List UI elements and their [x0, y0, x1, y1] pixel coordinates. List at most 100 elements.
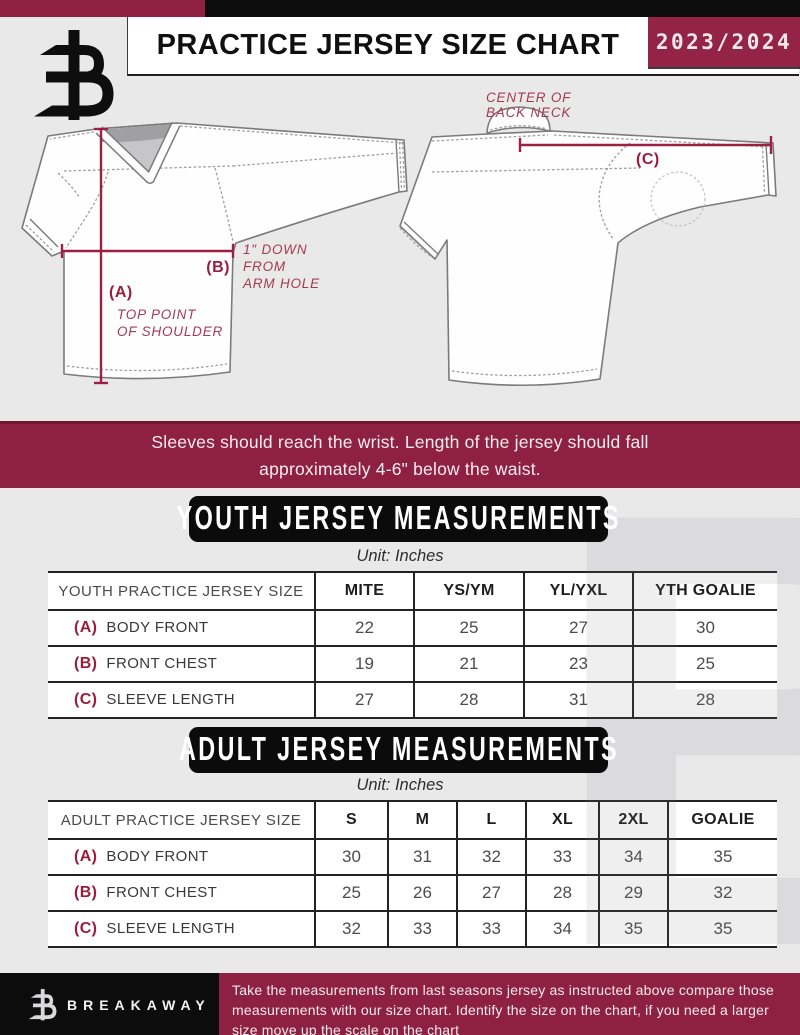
- table-cell: 31: [387, 838, 457, 875]
- table-cell: 25: [632, 645, 777, 682]
- column-header: 2XL: [598, 800, 668, 839]
- footer-note-block: Take the measurements from last seasons …: [219, 973, 800, 1035]
- measure-key: (C): [74, 691, 98, 708]
- table-cell: 25: [413, 609, 524, 646]
- table-header-row: YOUTH PRACTICE JERSEY SIZE MITE YS/YM YL…: [48, 571, 777, 610]
- table-cell: 26: [387, 874, 457, 911]
- youth-size-table: YOUTH PRACTICE JERSEY SIZE MITE YS/YM YL…: [48, 571, 777, 719]
- table-cell: 28: [525, 874, 599, 911]
- top-strip-black: [205, 0, 800, 17]
- table-cell: 35: [667, 910, 777, 948]
- front-b-label: (B): [206, 259, 230, 276]
- row-label: (C) SLEEVE LENGTH: [48, 681, 315, 719]
- youth-section-banner: YOUTH JERSEY MEASUREMENTS: [176, 496, 618, 542]
- footer-brand-name: BREAKAWAY: [67, 997, 211, 1013]
- table-cell: 32: [667, 874, 777, 911]
- table-cell: 29: [598, 874, 668, 911]
- measurement-annotations: [60, 127, 773, 385]
- front-a-caption-line2: OF SHOULDER: [117, 324, 223, 339]
- table-cell: 35: [667, 838, 777, 875]
- measure-name: FRONT CHEST: [106, 655, 218, 672]
- table-cell: 27: [314, 681, 414, 719]
- adult-unit-label: Unit: Inches: [356, 776, 444, 794]
- column-header: YOUTH PRACTICE JERSEY SIZE: [48, 571, 315, 610]
- table-row: (C) SLEEVE LENGTH 27 28 31 28: [48, 681, 777, 719]
- table-cell: 32: [456, 838, 526, 875]
- column-header: L: [456, 800, 526, 839]
- table-cell: 19: [314, 645, 414, 682]
- column-header: M: [387, 800, 457, 839]
- row-label: (B) FRONT CHEST: [48, 874, 315, 911]
- row-label: (A) BODY FRONT: [48, 609, 315, 646]
- table-row: (C) SLEEVE LENGTH 32 33 33 34 35 35: [48, 910, 777, 948]
- back-c-label: (C): [636, 151, 660, 168]
- youth-unit-label: Unit: Inches: [356, 547, 444, 565]
- table-cell: 33: [456, 910, 526, 948]
- breakaway-footer-logo-icon: [28, 989, 57, 1021]
- column-header: XL: [525, 800, 599, 839]
- back-jersey-diagram: [399, 106, 777, 387]
- table-cell: 25: [314, 874, 388, 911]
- jersey-measurement-diagram: (A) TOP POINT OF SHOULDER (B) 1" DOWN FR…: [21, 90, 777, 387]
- table-cell: 31: [523, 681, 633, 719]
- footer-note-text: Take the measurements from last seasons …: [232, 982, 775, 1035]
- table-cell: 30: [314, 838, 388, 875]
- table-cell: 33: [387, 910, 457, 948]
- front-b-caption-line3: ARM HOLE: [242, 276, 320, 291]
- measure-key: (A): [74, 848, 98, 865]
- table-cell: 23: [523, 645, 633, 682]
- table-cell: 33: [525, 838, 599, 875]
- footer: BREAKAWAY Take the measurements from las…: [0, 973, 800, 1035]
- column-header: ADULT PRACTICE JERSEY SIZE: [48, 800, 315, 839]
- page-title: PRACTICE JERSEY SIZE CHART: [156, 29, 620, 61]
- table-cell: 28: [632, 681, 777, 719]
- season-label: 2023/2024: [655, 30, 793, 54]
- column-header: YTH GOALIE: [632, 571, 777, 610]
- front-a-caption-line1: TOP POINT: [117, 307, 197, 322]
- column-header: YL/YXL: [523, 571, 633, 610]
- youth-banner-title: YOUTH JERSEY MEASUREMENTS: [176, 500, 621, 537]
- column-header: MITE: [314, 571, 414, 610]
- column-header: GOALIE: [667, 800, 777, 839]
- column-header: S: [314, 800, 388, 839]
- table-cell: 35: [598, 910, 668, 948]
- row-label: (A) BODY FRONT: [48, 838, 315, 875]
- table-cell: 27: [523, 609, 633, 646]
- top-strip-maroon: [0, 0, 205, 17]
- table-cell: 34: [598, 838, 668, 875]
- table-row: (B) FRONT CHEST 25 26 27 28 29 32: [48, 874, 777, 911]
- adult-size-table: ADULT PRACTICE JERSEY SIZE S M L XL 2XL …: [48, 800, 777, 948]
- table-cell: 28: [413, 681, 524, 719]
- front-b-caption-line1: 1" DOWN: [243, 242, 307, 257]
- front-b-caption-line2: FROM: [243, 259, 286, 274]
- table-cell: 27: [456, 874, 526, 911]
- measure-name: SLEEVE LENGTH: [106, 691, 235, 708]
- measure-name: BODY FRONT: [106, 619, 209, 636]
- table-row: (B) FRONT CHEST 19 21 23 25: [48, 645, 777, 682]
- season-badge: 2023/2024: [648, 17, 800, 67]
- measure-key: (A): [74, 619, 98, 636]
- row-label: (B) FRONT CHEST: [48, 645, 315, 682]
- row-label: (C) SLEEVE LENGTH: [48, 910, 315, 948]
- measure-key: (B): [74, 655, 98, 672]
- measure-name: SLEEVE LENGTH: [106, 920, 235, 937]
- measure-key: (C): [74, 920, 98, 937]
- table-row: (A) BODY FRONT 30 31 32 33 34 35: [48, 838, 777, 875]
- column-header: YS/YM: [413, 571, 524, 610]
- table-cell: 32: [314, 910, 388, 948]
- back-c-caption-line1: CENTER OF: [486, 90, 571, 105]
- measure-key: (B): [74, 884, 98, 901]
- adult-section-banner: ADULT JERSEY MEASUREMENTS: [179, 727, 616, 773]
- fit-notice-text: Sleeves should reach the wrist. Length o…: [151, 432, 649, 479]
- measure-name: FRONT CHEST: [106, 884, 218, 901]
- table-cell: 21: [413, 645, 524, 682]
- back-c-caption-line2: BACK NECK: [486, 105, 571, 120]
- measure-name: BODY FRONT: [106, 848, 209, 865]
- fit-notice-banner: Sleeves should reach the wrist. Length o…: [0, 421, 800, 488]
- breakaway-logo-icon: [34, 30, 114, 120]
- table-cell: 30: [632, 609, 777, 646]
- adult-banner-title: ADULT JERSEY MEASUREMENTS: [178, 731, 619, 768]
- table-header-row: ADULT PRACTICE JERSEY SIZE S M L XL 2XL …: [48, 800, 777, 839]
- table-cell: 22: [314, 609, 414, 646]
